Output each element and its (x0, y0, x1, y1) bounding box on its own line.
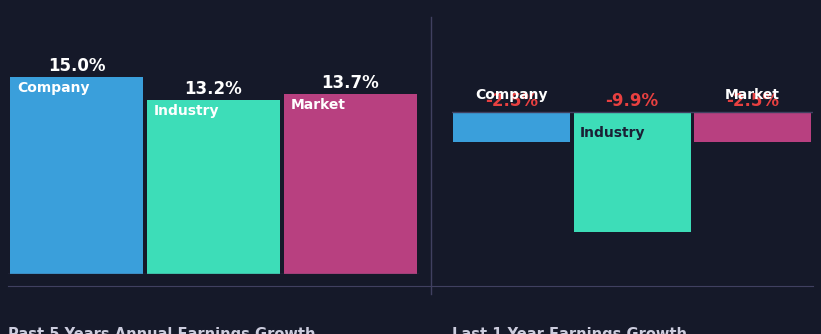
Text: Market: Market (725, 89, 780, 103)
Text: -2.5%: -2.5% (726, 92, 779, 110)
Bar (11, 77, 143, 274)
Text: Company: Company (475, 89, 548, 103)
Text: Company: Company (17, 81, 89, 95)
Text: 13.7%: 13.7% (321, 74, 379, 92)
Text: 13.2%: 13.2% (185, 80, 242, 99)
Text: -9.9%: -9.9% (606, 92, 658, 110)
Text: Industry: Industry (154, 104, 219, 118)
Text: Last 1 Year Earnings Growth: Last 1 Year Earnings Growth (452, 327, 686, 334)
Text: Industry: Industry (580, 126, 645, 140)
Bar (695, 112, 811, 142)
Text: Past 5 Years Annual Earnings Growth: Past 5 Years Annual Earnings Growth (8, 327, 316, 334)
Bar (574, 112, 690, 232)
Text: 15.0%: 15.0% (48, 57, 105, 75)
Bar (453, 112, 570, 142)
Bar (147, 101, 280, 274)
Text: -2.5%: -2.5% (485, 92, 539, 110)
Text: Market: Market (291, 98, 346, 112)
Bar (284, 94, 417, 274)
